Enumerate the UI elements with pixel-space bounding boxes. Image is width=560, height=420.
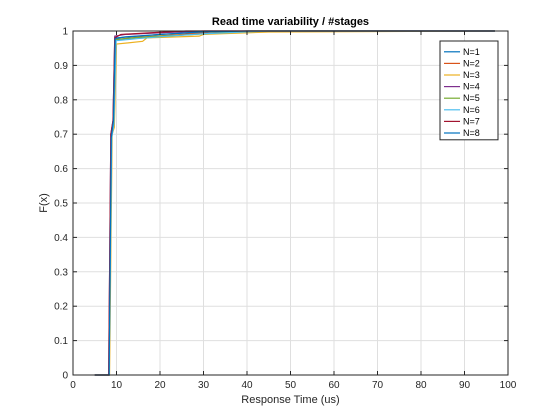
- legend-box: [439, 40, 499, 141]
- x-tick-label: 80: [415, 380, 427, 391]
- x-tick-label: 0: [70, 380, 76, 391]
- x-tick-label: 20: [154, 380, 166, 391]
- legend-label: N=2: [463, 58, 480, 68]
- y-tick-label: 0.8: [54, 95, 68, 106]
- legend-label: N=5: [463, 93, 480, 103]
- x-axis-label: Response Time (us): [241, 394, 339, 406]
- x-tick-label: 40: [241, 380, 253, 391]
- y-tick-label: 0.4: [54, 233, 68, 244]
- x-tick-label: 100: [500, 380, 517, 391]
- x-tick-label: 90: [459, 380, 471, 391]
- y-tick-label: 0.1: [54, 336, 68, 347]
- y-tick-label: 0: [62, 371, 68, 382]
- x-tick-label: 10: [111, 380, 123, 391]
- legend-label: N=3: [463, 70, 480, 80]
- x-tick-label: 50: [285, 380, 297, 391]
- legend: N=1N=2 N=3 N=4N=5 N=6N=7 N=8: [439, 40, 499, 141]
- y-tick-label: 0.2: [54, 302, 68, 313]
- series-line-n8: [94, 30, 495, 376]
- legend-label: N=6: [463, 105, 480, 115]
- ticks: 0 10 20 30 40 50 60 70 80 90 100 0 0.1 0.2 0.3 0.4 0.5 0.…: [54, 27, 517, 392]
- y-tick-label: 0.6: [54, 164, 68, 175]
- y-tick-label: 0.5: [54, 199, 68, 210]
- x-tick-label: 60: [328, 380, 340, 391]
- x-tick-label: 70: [372, 380, 384, 391]
- grid: [73, 31, 508, 375]
- y-tick-label: 0.3: [54, 267, 68, 278]
- y-axis-label: F(x): [38, 193, 50, 213]
- legend-label: N=8: [463, 128, 480, 138]
- legend-label: N=4: [463, 82, 480, 92]
- y-tick-label: 0.7: [54, 130, 68, 141]
- legend-label: N=1: [463, 47, 480, 57]
- y-tick-label: 1: [62, 27, 68, 38]
- x-tick-label: 30: [198, 380, 210, 391]
- y-tick-label: 0.9: [54, 61, 68, 72]
- legend-label: N=7: [463, 116, 480, 126]
- chart-title: Read time variability / #stages: [212, 16, 369, 28]
